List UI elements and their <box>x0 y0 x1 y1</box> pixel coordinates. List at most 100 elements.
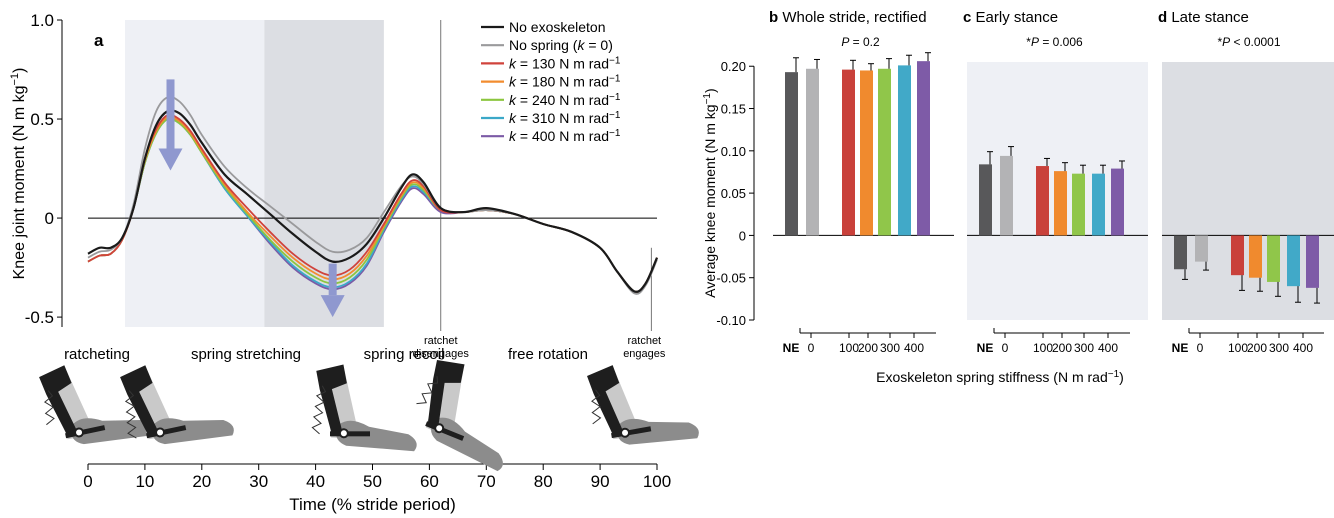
x-tick-label-b: 100 <box>839 341 859 355</box>
y-tick-label-a: 0.5 <box>30 110 54 129</box>
x-tick-label-c: 400 <box>1098 341 1118 355</box>
y-axis-label-a: Knee joint moment (N m kg−1) <box>9 68 28 280</box>
p-value-d: *P < 0.0001 <box>1217 35 1280 49</box>
legend-label-7: k = 400 N m rad−1 <box>509 128 621 145</box>
bar-b-3 <box>842 69 855 236</box>
arrow-head-1 <box>158 148 183 171</box>
x-tick-label-a: 80 <box>534 472 553 491</box>
panel-title-c: c Early stance <box>963 9 1058 26</box>
exo-illustration-2 <box>120 365 234 445</box>
brace-shape <box>120 365 158 436</box>
ratchet-label: disengages <box>413 348 470 360</box>
x-tick-label-c: NE <box>977 341 994 355</box>
legend-label-1: No exoskeleton <box>509 19 606 35</box>
bar-c-2 <box>1000 155 1013 236</box>
y-tick-label-b: 0 <box>739 228 746 243</box>
bar-d-7 <box>1306 235 1319 288</box>
exoskeleton-illustrations <box>39 360 699 472</box>
bar-d-2 <box>1195 235 1208 262</box>
bar-b-7 <box>917 61 930 236</box>
phase-label: spring recoil <box>364 346 445 363</box>
pivot <box>74 427 85 438</box>
x-tick-label-c: 0 <box>1002 341 1009 355</box>
legend-label-2: No spring (k = 0) <box>509 37 613 53</box>
x-axis-label-b: Exoskeleton spring stiffness (N m rad−1) <box>876 369 1124 386</box>
bar-b-4 <box>860 70 873 236</box>
x-tick-label-a: 70 <box>477 472 496 491</box>
x-tick-label-b: 400 <box>904 341 924 355</box>
bar-d-6 <box>1287 235 1300 287</box>
bar-c-5 <box>1072 173 1085 236</box>
panel-b: b Whole stride, rectified P = 0.2 NE 0 10020… <box>769 9 954 355</box>
y-tick-label-b: -0.10 <box>716 313 746 328</box>
ratchet-label: ratchet <box>424 335 458 347</box>
foot-shape <box>152 418 234 445</box>
panel-background <box>1162 62 1334 320</box>
legend-label-4: k = 180 N m rad−1 <box>509 73 621 90</box>
foot-shape <box>617 418 699 445</box>
bar-b-1 <box>785 72 798 236</box>
exo-illustration-4 <box>416 360 503 472</box>
panel-title-b: b Whole stride, rectified <box>769 9 927 26</box>
x-tick-label-b: 200 <box>858 341 878 355</box>
foot-shape <box>431 417 503 472</box>
phase-label: free rotation <box>508 346 588 363</box>
spring-icon <box>311 385 327 435</box>
bar-d-3 <box>1231 235 1244 276</box>
shaded-region-1 <box>124 20 265 327</box>
legend-label-5: k = 240 N m rad−1 <box>509 91 621 108</box>
y-tick-label-a: 1.0 <box>30 11 54 30</box>
series-line-1 <box>87 109 659 293</box>
phase-label: ratcheting <box>64 346 130 363</box>
x-tick-label-d: 200 <box>1247 341 1267 355</box>
arrow-head-2 <box>320 295 345 318</box>
x-tick-label-a: 20 <box>192 472 211 491</box>
y-tick-label-b: -0.05 <box>716 271 746 286</box>
bar-c-6 <box>1092 173 1105 236</box>
p-value-b: P = 0.2 <box>841 35 880 49</box>
x-tick-label-d: 0 <box>1197 341 1204 355</box>
x-tick-label-a: 60 <box>420 472 439 491</box>
brace-shape <box>587 365 623 436</box>
phase-label: spring stretching <box>191 346 301 363</box>
x-tick-label-a: 40 <box>306 472 325 491</box>
panels-b-c-d: 0.20 0.15 0.10 0.05 0 -0.05 -0.10 Average knee … <box>702 9 1334 385</box>
bar-b-5 <box>878 68 891 236</box>
x-axis-label-a: Time (% stride period) <box>289 495 456 514</box>
x-tick-label-c: 300 <box>1074 341 1094 355</box>
x-tick-label-a: 10 <box>135 472 154 491</box>
x-tick-label-a: 0 <box>83 472 92 491</box>
p-value-c: *P = 0.006 <box>1026 35 1083 49</box>
ratchet-label: ratchet <box>627 335 661 347</box>
x-tick-label-a: 50 <box>363 472 382 491</box>
bar-d-1 <box>1174 235 1187 270</box>
y-tick-label-b: 0.15 <box>721 102 746 117</box>
foot-shape <box>71 418 153 445</box>
x-tick-label-d: 300 <box>1269 341 1289 355</box>
pivot <box>155 427 166 438</box>
shaded-region-2 <box>264 20 384 327</box>
bar-c-3 <box>1036 166 1049 236</box>
x-tick-label-d: 400 <box>1293 341 1313 355</box>
arrow-shaft-1 <box>166 79 175 149</box>
y-tick-label-a: 0 <box>45 209 54 228</box>
x-tick-label-d: 100 <box>1228 341 1248 355</box>
x-tick-label-b: 300 <box>880 341 900 355</box>
bar-c-1 <box>979 164 992 236</box>
foot-shape <box>336 420 417 452</box>
x-tick-label-a: 90 <box>591 472 610 491</box>
x-tick-label-b: 0 <box>808 341 815 355</box>
pivot <box>620 427 631 438</box>
spring-icon <box>416 376 439 405</box>
legend-label-3: k = 130 N m rad−1 <box>509 55 621 72</box>
exo-illustration-1 <box>39 365 153 445</box>
exo-illustration-3 <box>311 364 417 452</box>
pivot <box>338 428 349 439</box>
bar-b-6 <box>898 65 911 236</box>
legend: No exoskeleton No spring (k = 0) k = 130 N… <box>481 19 621 144</box>
bar-c-4 <box>1054 171 1067 236</box>
y-tick-label-b: 0.10 <box>721 144 746 159</box>
